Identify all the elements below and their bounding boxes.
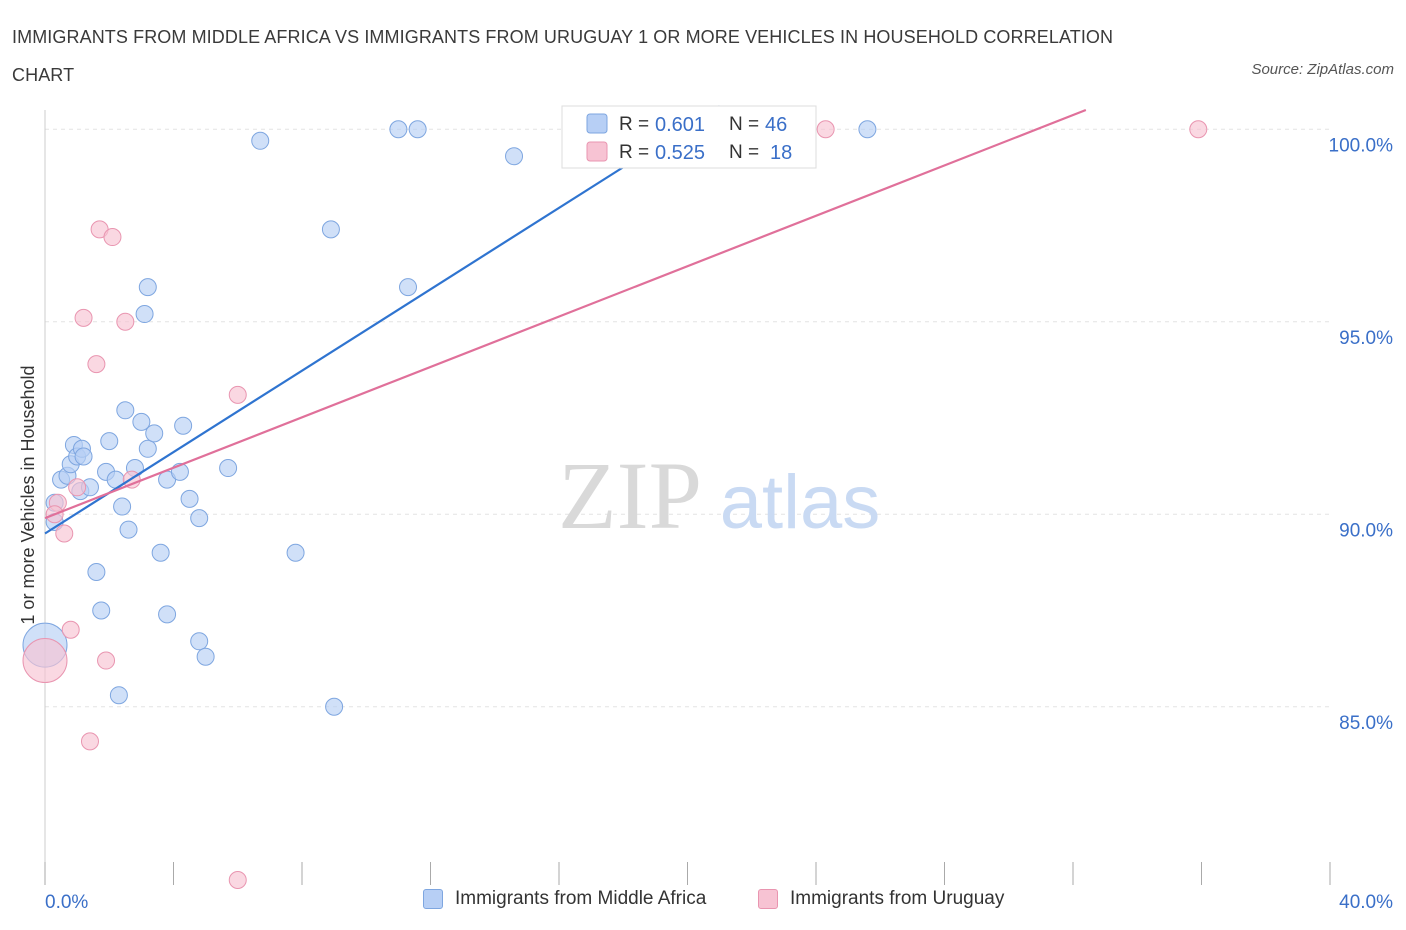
legend-item-middle-africa: Immigrants from Middle Africa: [423, 888, 706, 910]
grid: [45, 128, 1330, 708]
trend-line-uruguay: [44, 108, 1087, 520]
point-uruguay-6: [80, 732, 99, 751]
point-uruguay-3: [61, 620, 80, 639]
legend-n-value-1: 46: [765, 114, 787, 136]
legend-swatch-pink: [586, 141, 608, 162]
point-uruguay-0: [22, 638, 68, 684]
legend-bottom: Immigrants from Middle Africa Immigrants…: [0, 888, 1406, 916]
point-uruguay-16: [1189, 120, 1208, 139]
watermark-atlas: atlas: [720, 460, 881, 545]
point-uruguay-11: [116, 312, 135, 331]
source-label: Source: ZipAtlas.com: [1251, 61, 1394, 78]
point-uruguay-14: [228, 871, 247, 889]
point-middle-africa-20: [119, 520, 138, 539]
point-middle-africa-12: [87, 563, 106, 581]
legend-n-value-2: 18: [770, 142, 792, 164]
point-middle-africa-15: [100, 432, 119, 451]
legend-label-uruguay: Immigrants from Uruguay: [790, 888, 1005, 909]
trend-lines: [44, 105, 1087, 535]
point-middle-africa-39: [321, 220, 340, 239]
point-middle-africa-23: [135, 305, 154, 324]
point-middle-africa-10: [74, 447, 93, 466]
legend-r-value-1: 0.601: [655, 114, 705, 136]
legend-swatch-middle-africa: [423, 889, 443, 909]
y-axis-label: 1 or more Vehicles in Household: [18, 365, 38, 624]
y-tick-label-85: 85.0%: [1339, 713, 1393, 734]
point-middle-africa-45: [858, 120, 877, 139]
point-uruguay-7: [87, 355, 106, 374]
point-middle-africa-13: [92, 601, 111, 620]
point-middle-africa-35: [196, 647, 215, 666]
point-middle-africa-17: [109, 686, 128, 705]
point-middle-africa-18: [113, 497, 132, 516]
point-middle-africa-34: [190, 632, 209, 651]
point-middle-africa-37: [251, 131, 270, 150]
point-middle-africa-42: [408, 120, 427, 139]
point-middle-africa-31: [174, 416, 193, 435]
point-middle-africa-24: [138, 439, 157, 458]
legend-item-uruguay: Immigrants from Uruguay: [758, 888, 1004, 910]
point-middle-africa-25: [138, 278, 157, 297]
legend-n-label-1: N =: [729, 114, 759, 135]
x-tick-label-min: 0.0%: [45, 892, 88, 913]
x-tick-label-max: 40.0%: [1339, 892, 1393, 913]
point-uruguay-5: [74, 308, 93, 327]
y-tick-label-95: 95.0%: [1339, 328, 1393, 349]
point-uruguay-15: [816, 120, 835, 139]
legend-r-label-2: R =: [619, 142, 649, 163]
point-middle-africa-27: [151, 543, 170, 562]
watermark-zip: ZIP: [558, 442, 702, 549]
legend-label-middle-africa: Immigrants from Middle Africa: [455, 888, 707, 909]
legend-r-value-2: 0.525: [655, 142, 705, 164]
point-middle-africa-41: [389, 120, 408, 139]
point-middle-africa-44: [505, 147, 524, 166]
point-uruguay-9: [97, 651, 116, 670]
trend-line-middle-africa: [44, 105, 721, 535]
chart-title: IMMIGRANTS FROM MIDDLE AFRICA VS IMMIGRA…: [12, 27, 1114, 85]
point-uruguay-4: [68, 478, 87, 497]
data-points: [22, 120, 1208, 889]
point-middle-africa-26: [145, 424, 164, 443]
legend-r-label-1: R =: [619, 114, 649, 135]
legend-swatch-blue: [586, 113, 608, 134]
point-middle-africa-28: [158, 605, 177, 624]
point-middle-africa-43: [399, 278, 418, 297]
legend-n-label-2: N =: [729, 142, 759, 163]
point-uruguay-10: [103, 228, 122, 247]
point-middle-africa-19: [116, 401, 135, 420]
point-middle-africa-22: [132, 412, 151, 431]
point-middle-africa-36: [219, 459, 238, 478]
point-middle-africa-38: [286, 543, 305, 562]
legend-swatch-uruguay: [758, 889, 778, 909]
point-uruguay-2: [55, 524, 74, 543]
y-tick-label-90: 90.0%: [1339, 520, 1393, 541]
legend-top: R = 0.601 N = 46 R = 0.525 N = 18: [561, 105, 817, 169]
watermark: ZIP atlas: [558, 442, 880, 549]
point-middle-africa-32: [180, 489, 199, 508]
point-middle-africa-33: [190, 509, 209, 528]
point-uruguay-13: [228, 385, 247, 404]
y-tick-label-100: 100.0%: [1329, 135, 1394, 156]
axes: 85.0% 90.0% 95.0% 100.0% 0.0% 40.0%: [44, 110, 1394, 913]
point-middle-africa-40: [325, 697, 344, 716]
